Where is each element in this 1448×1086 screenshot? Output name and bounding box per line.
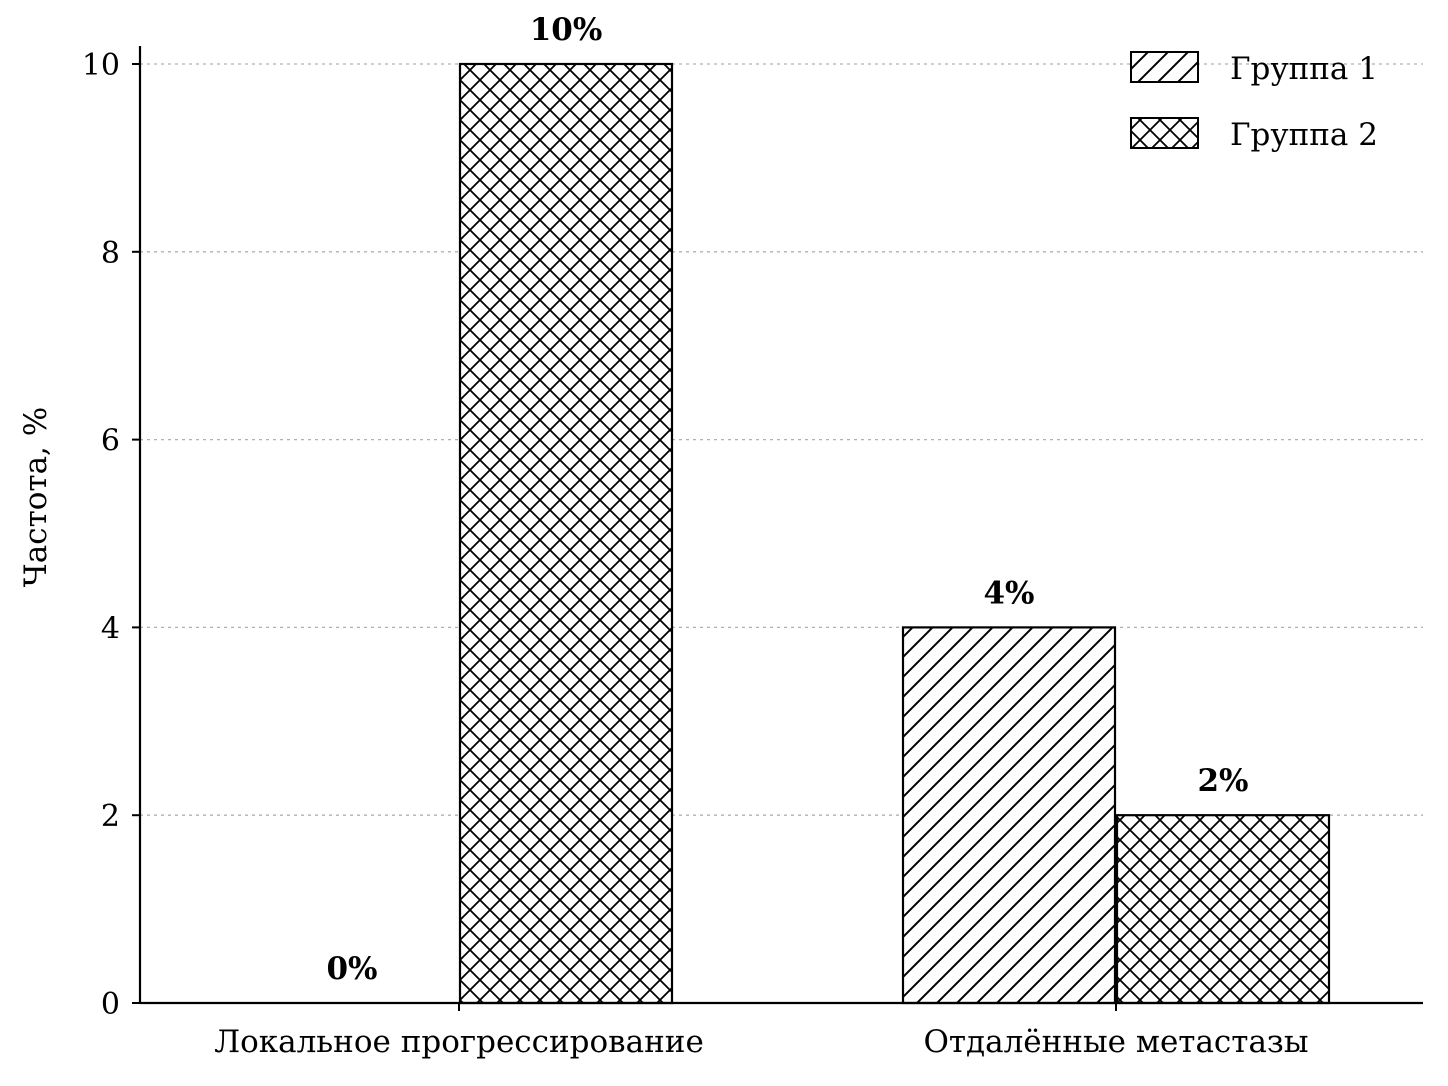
- labels: 0 2 4 6 8 10 0% 10% Локальное прогрессирование 4%…: [82, 12, 1309, 1060]
- legend: Группа 1 Группа 2: [1130, 51, 1378, 153]
- data-label: 10%: [530, 12, 603, 48]
- legend-label: Группа 1: [1230, 51, 1378, 87]
- y-tick-label: 0: [101, 987, 120, 1022]
- bar-1-2: [901, 626, 1117, 1005]
- gridlines: [140, 63, 1423, 816]
- legend-label: Группа 2: [1230, 117, 1378, 153]
- axes: [132, 46, 1423, 1011]
- data-label: 2%: [1197, 763, 1248, 799]
- bars: [458, 62, 1331, 1005]
- legend-swatch: [1130, 117, 1199, 149]
- y-tick-label: 10: [82, 48, 120, 83]
- y-tick-label: 2: [101, 799, 120, 834]
- y-tick-label: 8: [101, 236, 120, 271]
- data-label: 4%: [983, 575, 1034, 611]
- bar-2-1: [458, 62, 674, 1005]
- x-category-label: Отдалённые метастазы: [923, 1024, 1308, 1060]
- y-tick-label: 4: [101, 611, 120, 646]
- legend-swatch: [1130, 51, 1199, 83]
- data-label: 0%: [326, 951, 377, 987]
- bar-2-2: [1115, 814, 1331, 1005]
- x-category-label: Локальное прогрессирование: [214, 1024, 704, 1060]
- y-axis-title: Частота, %: [18, 407, 54, 587]
- y-tick-label: 6: [101, 424, 120, 459]
